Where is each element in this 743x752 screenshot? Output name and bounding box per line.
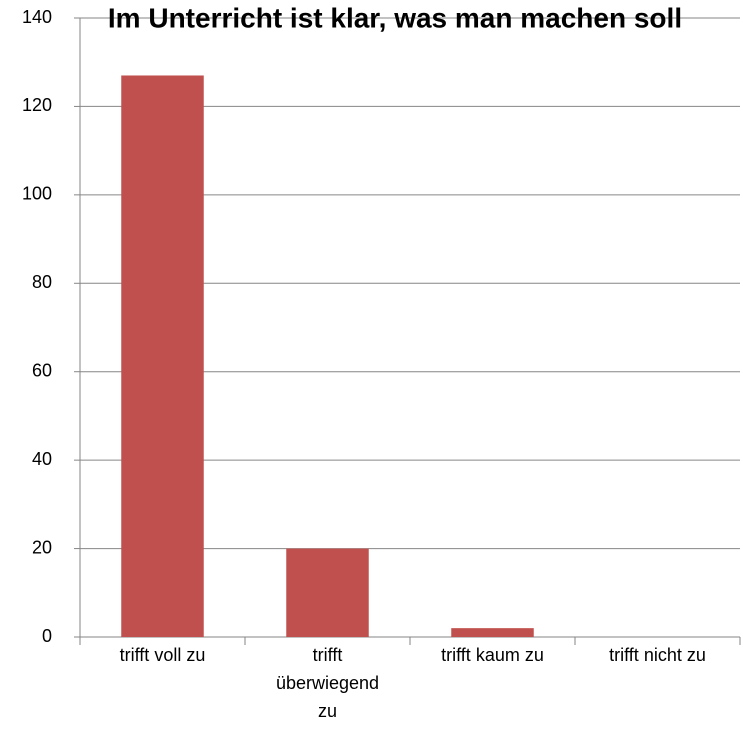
bar — [286, 548, 369, 637]
y-tick-label: 40 — [32, 449, 52, 469]
y-tick-label: 0 — [42, 626, 52, 646]
y-tick-label: 60 — [32, 360, 52, 380]
x-tick-label: trifft nicht zu — [609, 645, 706, 665]
bar — [451, 628, 534, 637]
y-tick-label: 140 — [22, 7, 52, 27]
x-tick-label: trifft voll zu — [119, 645, 206, 665]
y-tick-label: 80 — [32, 272, 52, 292]
x-tick-label: trifft überwiegend zu — [275, 645, 380, 721]
y-tick-label: 20 — [32, 537, 52, 557]
chart-title: Im Unterricht ist klar, was man machen s… — [108, 2, 682, 33]
y-tick-label: 120 — [22, 95, 52, 115]
bar — [121, 75, 204, 637]
x-tick-label: trifft kaum zu — [441, 645, 544, 665]
y-tick-label: 100 — [22, 184, 52, 204]
